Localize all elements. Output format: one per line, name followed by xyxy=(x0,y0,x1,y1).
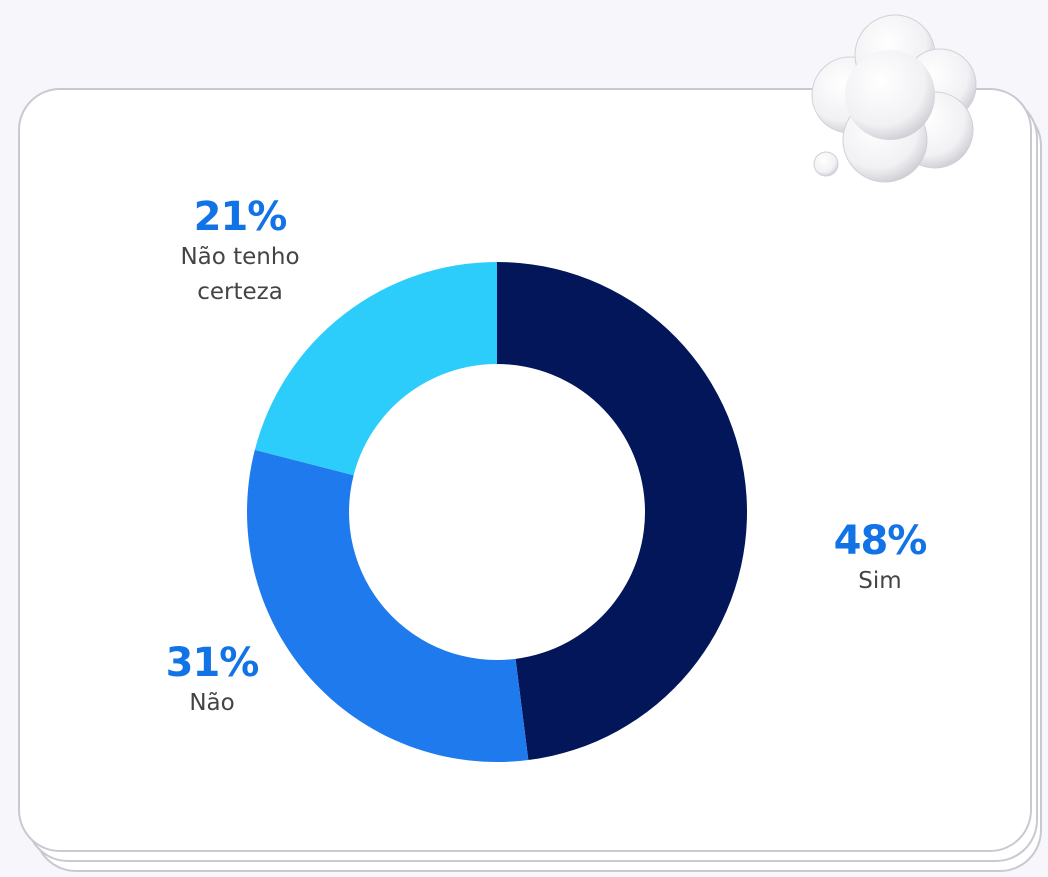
slice-label: 31% Não xyxy=(112,640,312,721)
slice-label: 21% Não tenho certeza xyxy=(140,194,340,310)
card xyxy=(18,88,1032,852)
thought-cloud xyxy=(811,14,977,183)
donut-slice xyxy=(497,262,748,761)
value-label: 21% xyxy=(193,194,288,240)
category-label: Não tenho certeza xyxy=(180,244,300,305)
donut-slice xyxy=(254,262,497,476)
category-label: Sim xyxy=(858,568,902,594)
value-label: 31% xyxy=(165,640,260,686)
category-label: Não xyxy=(189,690,235,716)
donut-slice xyxy=(246,449,529,762)
value-label: 48% xyxy=(833,518,928,564)
slice-label: 48% Sim xyxy=(780,518,980,599)
